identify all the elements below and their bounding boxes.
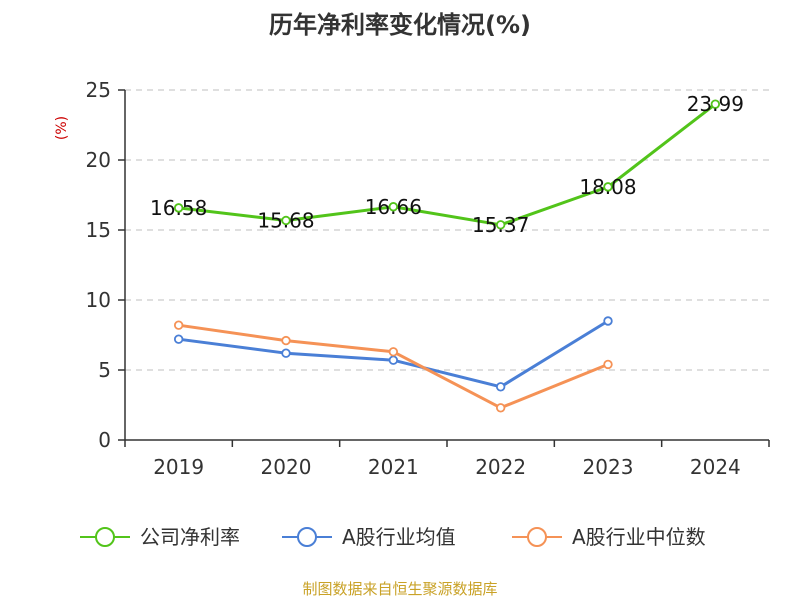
data-label: 18.08 <box>579 175 636 199</box>
grid-lines <box>125 89 769 371</box>
legend-item-0: 公司净利率 <box>80 525 240 549</box>
data-point <box>388 202 399 212</box>
series-line-2 <box>177 323 610 410</box>
x-tick-label: 2019 <box>153 455 204 479</box>
legend-item-1: A股行业均值 <box>282 525 456 549</box>
y-tick-label: 10 <box>86 288 111 312</box>
data-point <box>388 347 399 357</box>
x-tick-label: 2023 <box>583 455 634 479</box>
series-lines <box>173 99 721 413</box>
y-axis-label: (%) <box>54 116 70 140</box>
y-tick-label: 15 <box>86 218 111 242</box>
data-point <box>281 215 291 226</box>
data-label: 23.99 <box>687 92 744 116</box>
data-point <box>281 335 291 346</box>
series-line-0 <box>177 102 717 227</box>
data-point <box>281 348 291 358</box>
y-tick-label: 25 <box>86 78 111 102</box>
data-label: 15.68 <box>257 208 314 232</box>
data-point <box>173 203 184 213</box>
legend-label: A股行业中位数 <box>572 525 706 549</box>
legend-swatch-marker <box>527 527 547 547</box>
data-point <box>388 355 399 365</box>
data-point <box>495 220 506 230</box>
x-tick-label: 2024 <box>690 455 741 479</box>
data-label: 15.37 <box>472 213 529 237</box>
legend-item-2: A股行业中位数 <box>512 525 706 549</box>
legend-label: 公司净利率 <box>140 525 240 549</box>
axes: 0 5 10 15 20 25 2019 2020 2021 2022 2023 2024 <box>86 78 770 479</box>
y-tick-label: 5 <box>98 358 111 382</box>
x-tick-label: 2021 <box>368 455 419 479</box>
data-point <box>603 359 613 370</box>
y-tick-label: 20 <box>86 148 111 172</box>
data-point <box>495 382 506 392</box>
data-point <box>710 99 721 109</box>
data-point <box>603 182 613 192</box>
x-tick-label: 2022 <box>475 455 526 479</box>
source-note: 制图数据来自恒生聚源数据库 <box>302 580 497 598</box>
legend-swatch-marker <box>95 527 115 547</box>
legend-label: A股行业均值 <box>342 525 456 549</box>
legend: 公司净利率 A股行业均值 A股行业中位数 <box>80 525 706 549</box>
legend-swatch-marker <box>297 527 317 547</box>
data-labels: 16.58 15.68 16.66 15.37 18.08 23.99 <box>150 92 744 237</box>
data-label: 16.66 <box>365 195 422 219</box>
y-tick-label: 0 <box>98 428 111 452</box>
data-label: 16.58 <box>150 196 207 220</box>
chart-title: 历年净利率变化情况(%) <box>269 11 531 39</box>
data-point <box>495 403 506 413</box>
x-tick-label: 2020 <box>261 455 312 479</box>
data-point <box>173 334 184 344</box>
data-point <box>173 320 184 330</box>
data-point <box>603 316 613 326</box>
